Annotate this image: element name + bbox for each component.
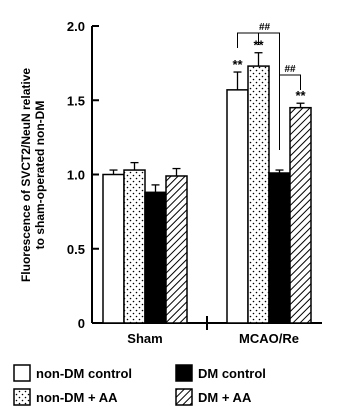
bar-non-dm-aa-mcao-re [247, 65, 270, 324]
significance-marker: ** [253, 38, 264, 53]
y-tick-label: 1.5 [67, 93, 85, 108]
legend-label: DM + AA [198, 390, 252, 405]
y-axis-label: Fluorescence of SVCT2/NeuN relativeto sh… [19, 68, 47, 282]
y-tick-label: 0 [78, 316, 85, 331]
significance-marker: ** [232, 57, 243, 72]
legend-swatch [175, 364, 193, 382]
bracket-label: ## [284, 64, 296, 75]
bar-dm-aa-mcao-re [289, 106, 312, 324]
legend-label: non-DM + AA [36, 390, 118, 405]
bracket-line [279, 74, 301, 150]
bar-non-dm-aa-sham [123, 169, 146, 324]
bar-non-dm-control-sham [102, 173, 125, 324]
bar-non-dm-control-mcao-re [226, 89, 249, 324]
y-tick-label: 2.0 [67, 19, 85, 34]
annotations: ** ** ** ## ## [232, 22, 306, 150]
legend-swatch [13, 388, 31, 406]
bars [102, 52, 312, 324]
x-tick-label: Sham [127, 331, 162, 346]
axes: 0 0.5 1.0 1.5 2.0 Fluorescence of SVCT2/NeuN … [19, 19, 322, 346]
x-tick-label: MCAO/Re [239, 331, 299, 346]
bar-dm-control-sham [144, 191, 167, 324]
legend-label: non-DM control [36, 366, 132, 381]
legend-swatch [175, 388, 193, 406]
legend-swatch [13, 364, 31, 382]
bar-dm-aa-sham [165, 175, 188, 324]
significance-marker: ** [295, 88, 306, 103]
bracket-label: ## [259, 22, 271, 33]
y-tick-label: 1.0 [67, 168, 85, 183]
legend-label: DM control [198, 366, 266, 381]
y-tick-label: 0.5 [67, 242, 85, 257]
bar-dm-control-mcao-re [268, 172, 291, 324]
legend: non-DM control non-DM + AA DM control DM + … [13, 364, 266, 406]
